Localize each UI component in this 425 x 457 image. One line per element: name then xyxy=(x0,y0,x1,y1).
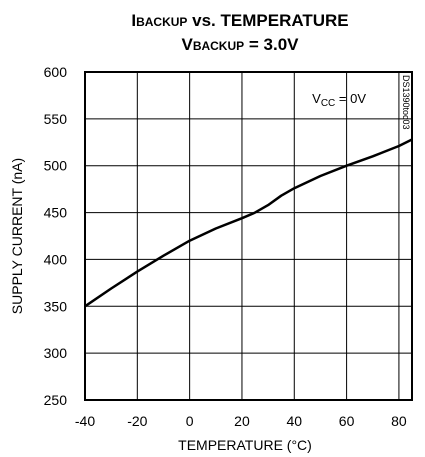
y-axis-label: SUPPLY CURRENT (nA) xyxy=(9,158,25,314)
x-tick-label--40: -40 xyxy=(75,413,95,429)
x-tick-label-80: 80 xyxy=(391,413,407,429)
x-tick-labels: -40 -20 0 20 40 60 80 xyxy=(75,413,407,429)
x-tick-label--20: -20 xyxy=(127,413,147,429)
y-tick-label-300: 300 xyxy=(44,345,68,361)
plot-frame xyxy=(84,71,413,401)
y-tick-label-550: 550 xyxy=(44,111,68,127)
x-tick-label-40: 40 xyxy=(286,413,302,429)
x-tick-label-0: 0 xyxy=(186,413,194,429)
y-tick-label-450: 450 xyxy=(44,205,68,221)
x-tick-label-60: 60 xyxy=(339,413,355,429)
x-axis-label: TEMPERATURE (°C) xyxy=(178,437,312,453)
chart-title-line-1: IBACKUP vs. TEMPERATURE xyxy=(131,11,348,30)
grid-lines xyxy=(84,71,412,401)
x-tick-label-20: 20 xyxy=(234,413,250,429)
y-tick-label-350: 350 xyxy=(44,298,68,314)
figure-code: DS1390toc03 xyxy=(401,75,411,130)
y-tick-label-500: 500 xyxy=(44,158,68,174)
y-tick-label-250: 250 xyxy=(44,392,68,408)
series-line-supply-current xyxy=(84,138,413,308)
y-tick-labels: 250 300 350 400 450 500 550 600 xyxy=(44,64,68,408)
chart-title-line-2: VBACKUP = 3.0V xyxy=(181,35,299,54)
y-tick-label-400: 400 xyxy=(44,251,68,267)
vcc-annotation: VCC = 0V xyxy=(312,91,366,109)
y-tick-label-600: 600 xyxy=(44,64,68,80)
